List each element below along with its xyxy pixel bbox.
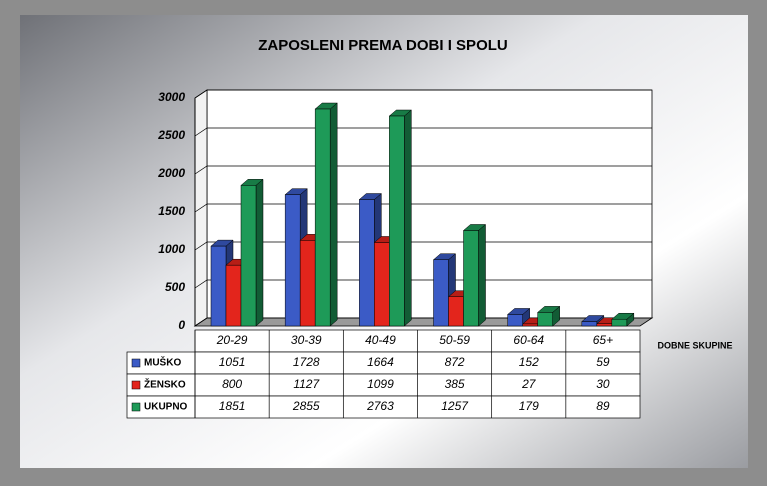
data-label: 1127: [293, 377, 320, 391]
data-label: 1851: [219, 399, 246, 413]
bar-front: [581, 321, 598, 327]
bar-front: [389, 115, 405, 327]
data-label: 800: [222, 377, 242, 391]
x-tick-label: 40-49: [365, 333, 396, 347]
bar: [506, 307, 531, 327]
data-label: 27: [521, 377, 537, 391]
grid-line: [194, 279, 652, 289]
legend-label: UKUPNO: [144, 402, 188, 413]
bar-front: [463, 230, 479, 327]
x-tick-label: 65+: [593, 333, 613, 347]
bar-front: [299, 240, 316, 327]
bar: [388, 109, 413, 327]
data-label: 89: [596, 399, 610, 413]
data-label: 1051: [219, 355, 246, 369]
data-label: 1664: [367, 355, 394, 369]
table-row: [126, 395, 641, 419]
y-tick-label: 0: [178, 318, 185, 332]
x-tick-label: 50-59: [439, 333, 470, 347]
legend-label: MUŠKO: [144, 356, 181, 369]
y-tick-label: 1500: [158, 204, 185, 218]
data-label: 152: [519, 355, 539, 369]
legend-swatch: [131, 380, 141, 390]
bar: [240, 178, 264, 327]
bar-front: [374, 242, 390, 327]
data-label: 1099: [367, 377, 394, 391]
chart-title: ZAPOSLENI PREMA DOBI I SPOLU: [258, 37, 507, 54]
y-tick-label: 3000: [158, 90, 185, 104]
bar-front: [522, 323, 538, 327]
x-tick-label: 60-64: [513, 333, 544, 347]
bar: [314, 102, 338, 327]
grid-line: [194, 127, 652, 137]
bar-front: [611, 318, 628, 327]
y-tick-label: 2000: [157, 166, 185, 180]
legend-swatch: [131, 358, 141, 368]
bar-side: [478, 223, 486, 327]
legend-swatch: [131, 402, 141, 412]
data-label: 2763: [366, 399, 394, 413]
x-tick-label: 20-29: [216, 333, 248, 347]
data-label: 385: [445, 377, 465, 391]
grid-line: [194, 165, 652, 175]
bar-front: [537, 312, 553, 327]
bar-front: [210, 245, 227, 327]
bar: [536, 305, 561, 327]
bar-front: [507, 314, 523, 327]
bar-side: [255, 178, 264, 327]
x-tick-label: 30-39: [291, 333, 322, 347]
data-label: 1728: [293, 355, 320, 369]
data-label: 872: [445, 355, 465, 369]
data-label: 2855: [292, 399, 320, 413]
grid-line: [194, 89, 652, 99]
bar-front: [225, 264, 242, 327]
bar-front: [314, 108, 331, 327]
bar-front: [448, 296, 464, 327]
x-axis-label: DOBNE SKUPINE: [657, 340, 732, 350]
bar-side: [404, 109, 412, 327]
y-tick-label: 500: [165, 280, 185, 294]
data-label: 59: [596, 355, 610, 369]
data-label: 179: [519, 399, 539, 413]
bar-front: [359, 199, 375, 327]
legend-label: ŽENSKO: [144, 378, 186, 391]
bar-front: [433, 259, 449, 327]
data-label: 1257: [441, 399, 469, 413]
bar-side: [329, 102, 338, 327]
bar-front: [596, 323, 613, 327]
y-tick-label: 2500: [157, 128, 185, 142]
bar-front: [284, 194, 301, 327]
bar: [611, 312, 635, 327]
bar: [462, 223, 487, 327]
y-tick-label: 1000: [158, 242, 185, 256]
bar-front: [240, 185, 257, 327]
data-label: 30: [596, 377, 610, 391]
grid-line: [194, 317, 652, 327]
grid-line: [194, 203, 652, 213]
grid-line: [194, 241, 652, 251]
